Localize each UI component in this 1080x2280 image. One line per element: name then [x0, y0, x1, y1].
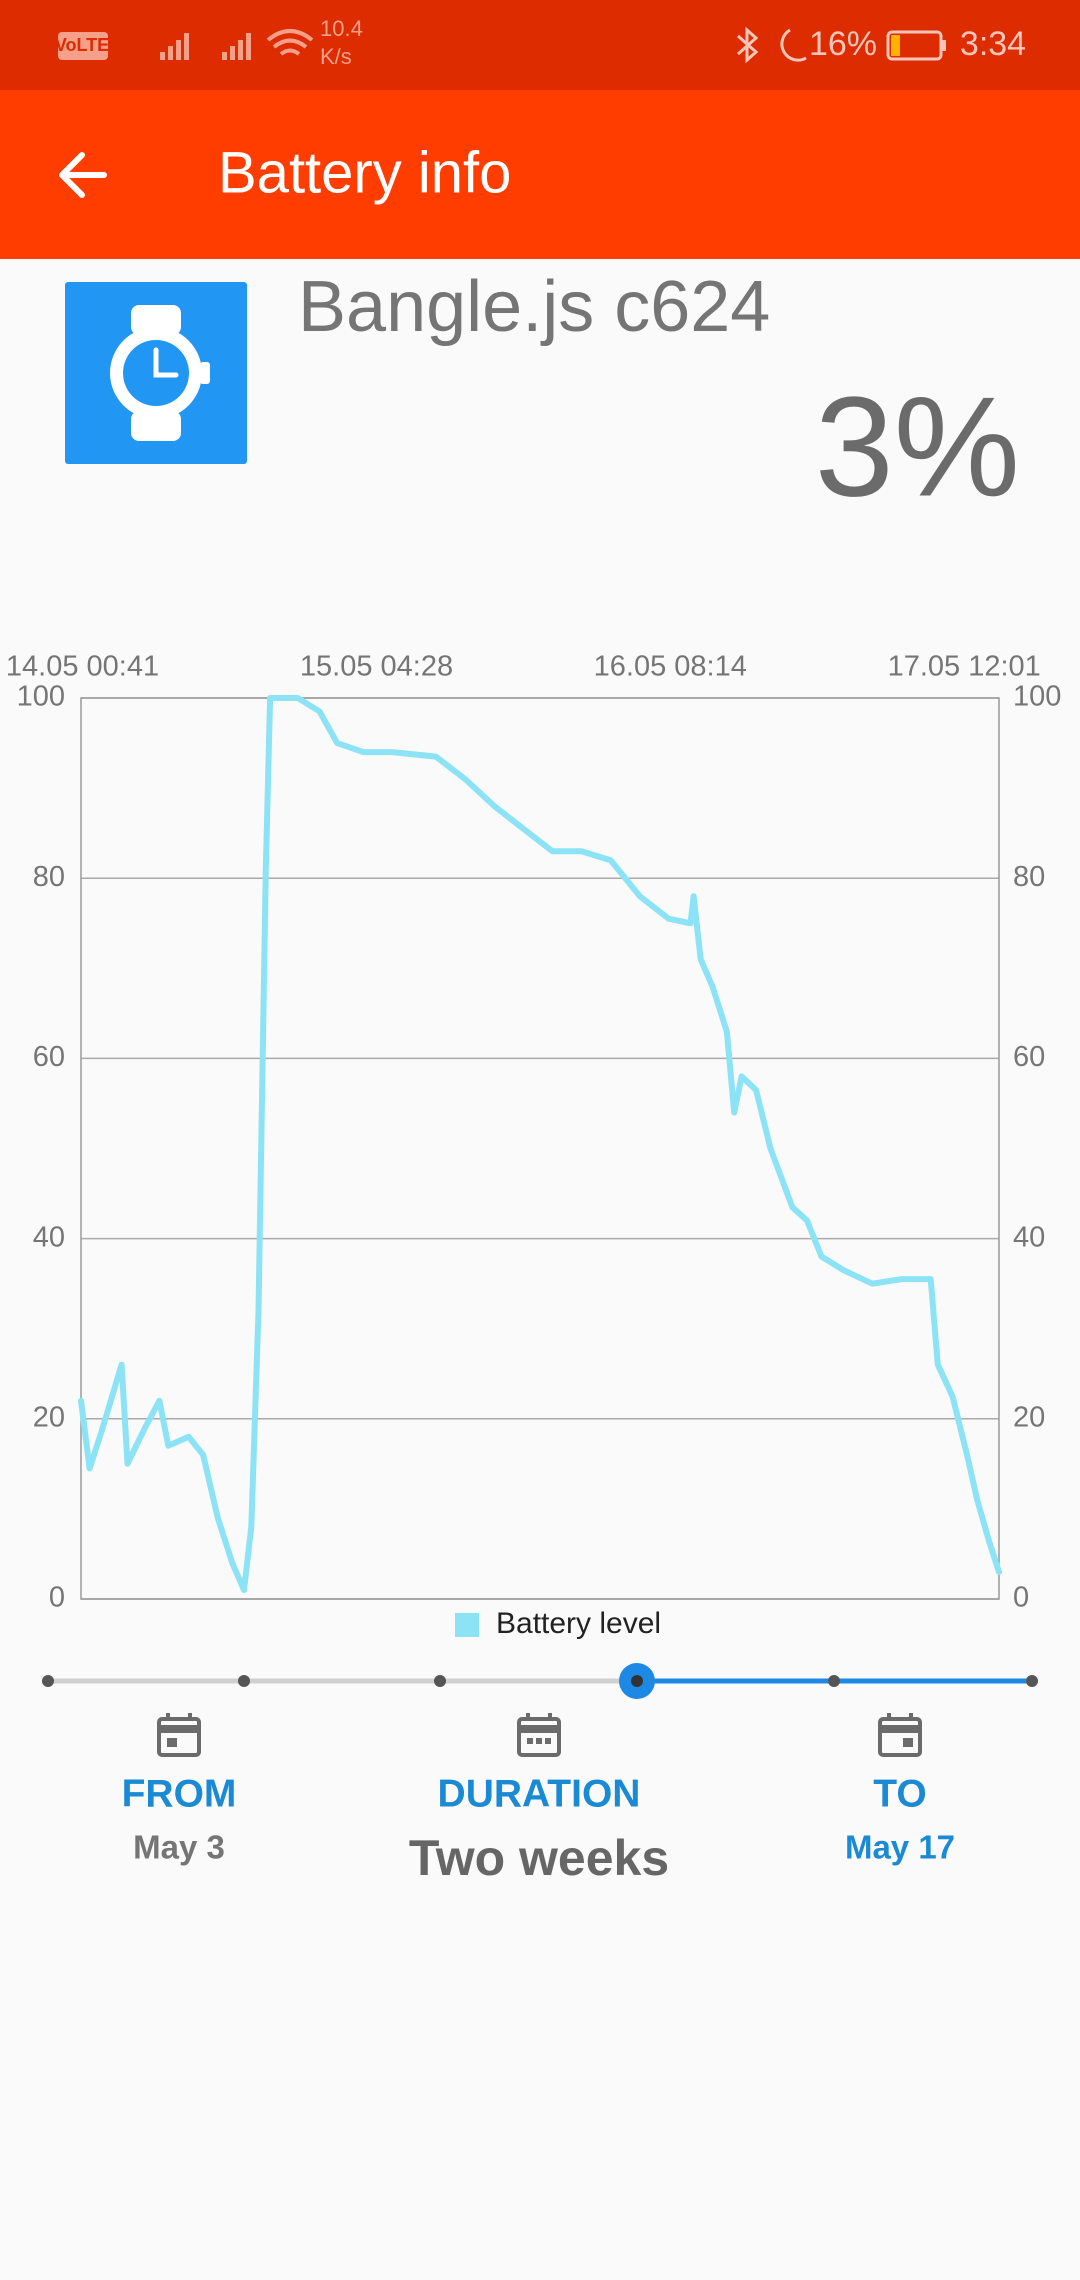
y2-tick-label: 60 [1013, 1041, 1045, 1073]
duration-value[interactable]: Two weeks [409, 1830, 669, 1886]
from-label[interactable]: FROM [122, 1772, 237, 1815]
bluetooth-icon [737, 26, 759, 64]
x-tick-label: 16.05 08:14 [594, 651, 747, 683]
x-tick-label: 17.05 12:01 [888, 651, 1041, 683]
legend-swatch [455, 1613, 479, 1637]
y-tick-label: 100 [17, 681, 65, 713]
calendar-to-mark [903, 1738, 913, 1747]
app-title: Battery info [218, 140, 511, 205]
x-tick-label: 15.05 04:28 [300, 651, 453, 683]
y-tick-label: 40 [33, 1221, 65, 1253]
x-tick-label: 14.05 00:41 [6, 651, 159, 683]
to-label[interactable]: TO [873, 1772, 926, 1815]
plot-border [80, 697, 1000, 1600]
y2-tick-label: 100 [1013, 681, 1061, 713]
from-value[interactable]: May 3 [133, 1829, 225, 1866]
wifi-icon [266, 29, 314, 56]
y-tick-label: 20 [33, 1401, 65, 1433]
volte-text: VoLTE [55, 35, 109, 55]
battery-percent: 16% [809, 25, 877, 63]
legend-label: Battery level [496, 1607, 661, 1640]
calendar-icons [157, 1713, 922, 1757]
speed-unit: K/s [320, 44, 352, 69]
moon-icon [780, 28, 807, 62]
battery-fill [891, 35, 900, 56]
status-bar [0, 0, 1080, 90]
slider-thumb-center [631, 1675, 643, 1687]
y2-tick-label: 40 [1013, 1221, 1045, 1253]
battery-line [78, 695, 1002, 1593]
y-tick-label: 0 [49, 1582, 65, 1614]
back-button[interactable] [59, 152, 107, 198]
y-tick-label: 80 [33, 861, 65, 893]
device-battery-level: 3% [815, 368, 1020, 527]
app-bar [0, 90, 1080, 259]
volte-badge [58, 32, 108, 60]
watch-glyph [110, 305, 210, 441]
calendar-from-mark [167, 1738, 177, 1747]
slider-stops [42, 1675, 1038, 1687]
duration-label[interactable]: DURATION [438, 1772, 641, 1815]
y2-tick-label: 80 [1013, 861, 1045, 893]
signal-icon [160, 33, 251, 60]
y-tick-label: 60 [33, 1041, 65, 1073]
to-value[interactable]: May 17 [845, 1829, 955, 1866]
calendar-duration-mark [527, 1738, 551, 1744]
y2-tick-label: 20 [1013, 1401, 1045, 1433]
speed-value: 10.4 [320, 16, 363, 41]
battery-tip [942, 40, 946, 51]
y2-tick-label: 0 [1013, 1582, 1029, 1614]
clock: 3:34 [960, 25, 1026, 63]
device-name: Bangle.js c624 [298, 267, 770, 347]
battery-icon [886, 30, 943, 61]
